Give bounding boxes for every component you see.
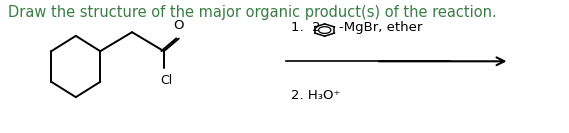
Text: Cl: Cl — [160, 74, 172, 88]
Text: Draw the structure of the major organic product(s) of the reaction.: Draw the structure of the major organic … — [7, 5, 496, 20]
Text: 2. H₃O⁺: 2. H₃O⁺ — [291, 89, 341, 102]
Text: O: O — [174, 19, 184, 32]
Text: -MgBr, ether: -MgBr, ether — [339, 21, 422, 34]
Text: 1.  2: 1. 2 — [291, 21, 321, 34]
